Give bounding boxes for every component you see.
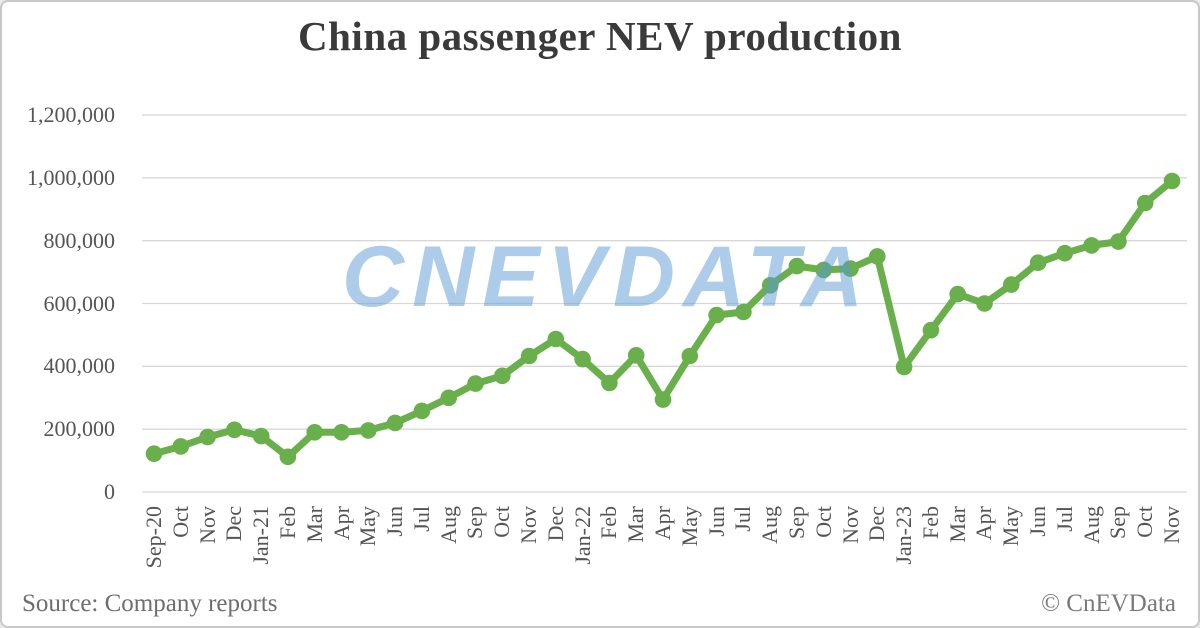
data-point-marker: [1083, 237, 1100, 254]
data-point-marker: [1056, 244, 1074, 262]
copyright-note: © CnEVData: [1041, 590, 1176, 617]
data-point-marker: [1163, 172, 1181, 190]
data-point-marker: [1029, 254, 1047, 271]
gridlines: [142, 114, 1187, 493]
data-point-marker: [895, 358, 913, 376]
data-point-marker: [815, 261, 832, 279]
data-point-marker: [333, 424, 350, 441]
y-axis-tick-label: 800,000: [43, 227, 116, 253]
data-point-marker: [547, 330, 565, 348]
data-point-marker: [386, 414, 404, 432]
data-point-marker: [601, 374, 618, 392]
series-line: [150, 177, 1176, 461]
data-point-marker: [654, 391, 672, 408]
data-point-marker: [761, 277, 779, 294]
y-axis-tick-label: 600,000: [43, 290, 116, 316]
data-point-marker: [360, 422, 377, 439]
data-point-marker: [949, 285, 966, 303]
data-point-marker: [172, 438, 190, 455]
data-point-marker: [708, 306, 725, 324]
data-point-marker: [681, 347, 699, 365]
data-point-marker: [279, 448, 297, 466]
source-note: Source: Company reports: [22, 590, 278, 617]
data-point-marker: [413, 402, 431, 420]
y-axis-tick-label: 1,000,000: [27, 164, 115, 190]
data-point-marker: [199, 428, 216, 446]
data-point-marker: [440, 389, 458, 407]
data-point-marker: [1110, 233, 1127, 250]
chart-title: China passenger NEV production: [298, 13, 902, 59]
data-point-marker: [494, 367, 511, 385]
data-point-marker: [976, 295, 993, 312]
data-point-marker: [306, 424, 324, 441]
y-axis-tick-label: 400,000: [43, 353, 116, 379]
data-point-marker: [574, 350, 591, 368]
production-line-series: [145, 172, 1181, 466]
data-point-marker: [252, 427, 270, 445]
y-axis-tick-label: 200,000: [43, 416, 116, 442]
data-point-marker: [788, 257, 806, 275]
data-point-marker: [520, 347, 538, 365]
data-point-marker: [226, 421, 243, 439]
data-point-marker: [1136, 194, 1154, 212]
data-point-marker: [735, 303, 752, 321]
data-point-marker: [627, 347, 645, 364]
data-point-marker: [467, 375, 484, 392]
data-point-marker: [869, 248, 886, 265]
y-axis-tick-label: 0: [104, 479, 115, 504]
data-point-marker: [922, 321, 940, 339]
data-point-marker: [1003, 276, 1020, 293]
data-point-marker: [842, 260, 859, 277]
data-point-marker: [145, 445, 163, 463]
y-axis-tick-label: 1,200,000: [27, 102, 115, 127]
